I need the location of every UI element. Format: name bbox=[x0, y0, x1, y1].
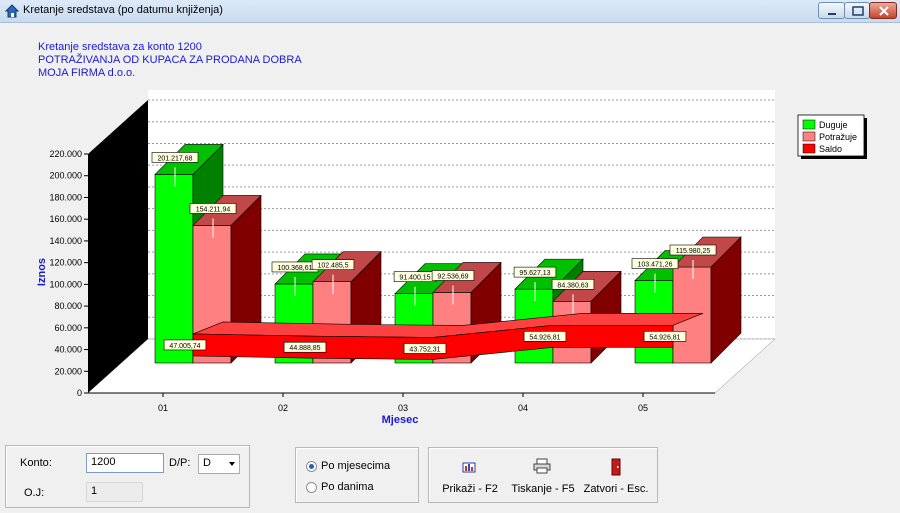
radio-po-danima-label[interactable]: Po danima bbox=[321, 481, 374, 493]
data-label-box bbox=[151, 152, 199, 163]
oj-label: O.J: bbox=[24, 487, 45, 499]
data-label: 102.485,5 bbox=[317, 263, 348, 270]
radio-po-mjesecima-label[interactable]: Po mjesecima bbox=[321, 460, 391, 472]
minimize-icon bbox=[828, 13, 836, 15]
dp-label: D/P: bbox=[169, 457, 191, 469]
data-label-box bbox=[631, 258, 679, 269]
chart-title-line2: POTRAŽIVANJA OD KUPACA ZA PRODANA DOBRA bbox=[38, 54, 302, 66]
show-button[interactable]: Prikaži - F2 bbox=[435, 450, 505, 502]
data-label: 91.400,15 bbox=[399, 275, 430, 282]
dp-select[interactable]: D bbox=[198, 454, 240, 474]
y-tick-label: 60.000 bbox=[54, 323, 82, 333]
data-label: 54.926,81 bbox=[649, 334, 680, 341]
radio-po-danima[interactable] bbox=[306, 482, 317, 493]
bar-chart: 201.217,68 154.211,94 100.368,61 102.485,5 9… bbox=[36, 90, 867, 426]
data-label-box bbox=[551, 279, 595, 290]
title-bar: Kretanje sredstava (po datumu knjiženja) bbox=[0, 0, 900, 23]
data-label-box bbox=[523, 331, 567, 342]
bar-Duguje bbox=[154, 174, 194, 364]
x-tick-label: 02 bbox=[278, 403, 288, 413]
printer-icon bbox=[533, 458, 551, 474]
close-button[interactable]: Zatvori - Esc. bbox=[581, 450, 651, 502]
data-label: 44.888,85 bbox=[289, 345, 320, 352]
data-label: 84.380,63 bbox=[557, 282, 588, 289]
x-tick-label: 05 bbox=[638, 403, 648, 413]
app-icon bbox=[5, 4, 19, 18]
legend-swatch bbox=[802, 131, 816, 142]
period-panel: Po mjesecima Po danima bbox=[295, 447, 419, 503]
data-label: 92.536,69 bbox=[437, 273, 468, 280]
print-button-label: Tiskanje - F5 bbox=[511, 483, 575, 495]
data-label: 43.752,31 bbox=[409, 346, 440, 353]
chevron-down-icon bbox=[229, 462, 235, 466]
data-label-box bbox=[311, 259, 355, 270]
y-tick-label: 120.000 bbox=[49, 258, 82, 268]
window-title: Kretanje sredstava (po datumu knjiženja) bbox=[23, 4, 223, 16]
data-label-box bbox=[669, 244, 717, 256]
show-button-label: Prikaži - F2 bbox=[442, 483, 498, 495]
toolbar-panel: Prikaži - F2 Tiskanje - F5 Zatvori - Esc… bbox=[428, 447, 658, 503]
data-label: 103.471,26 bbox=[637, 262, 672, 269]
close-window-button[interactable] bbox=[869, 2, 897, 19]
radio-po-mjesecima[interactable] bbox=[306, 461, 317, 472]
close-button-label: Zatvori - Esc. bbox=[583, 483, 649, 495]
maximize-button[interactable] bbox=[844, 2, 870, 19]
filter-panel: Konto: 1200 D/P: D O.J: 1 bbox=[5, 445, 250, 508]
data-label: 54.926,81 bbox=[529, 334, 560, 341]
y-tick-label: 140.000 bbox=[49, 236, 82, 246]
data-label-box bbox=[189, 203, 237, 214]
bottom-controls: Konto: 1200 D/P: D O.J: 1 Po mjesecima P… bbox=[0, 440, 900, 513]
y-tick-label: 100.000 bbox=[49, 279, 82, 289]
konto-input[interactable]: 1200 bbox=[86, 453, 164, 473]
chart-title-line1: Kretanje sredstava za konto 1200 bbox=[38, 41, 202, 53]
data-label-box bbox=[163, 339, 207, 351]
oj-field: 1 bbox=[86, 482, 143, 502]
chart-title-line3: MOJA FIRMA d.o.o. bbox=[38, 67, 136, 79]
konto-label: Konto: bbox=[20, 457, 52, 469]
y-tick-label: 200.000 bbox=[49, 171, 82, 181]
dp-select-value: D bbox=[203, 457, 211, 469]
chart-icon bbox=[462, 462, 476, 473]
maximize-icon bbox=[852, 6, 864, 16]
data-label-box bbox=[513, 266, 557, 278]
data-label: 201.217,68 bbox=[157, 155, 192, 162]
x-axis-title: Mjesec bbox=[382, 414, 419, 426]
y-axis-title: Iznos bbox=[36, 258, 48, 286]
x-tick-label: 04 bbox=[518, 403, 528, 413]
legend-label: Potražuje bbox=[819, 132, 857, 142]
x-tick-label: 01 bbox=[158, 403, 168, 413]
data-label: 95.627,13 bbox=[519, 270, 550, 277]
y-tick-label: 180.000 bbox=[49, 192, 82, 202]
y-tick-label: 160.000 bbox=[49, 214, 82, 224]
y-tick-label: 220.000 bbox=[49, 149, 82, 159]
y-tick-label: 40.000 bbox=[54, 345, 82, 355]
left-wall bbox=[88, 100, 148, 393]
data-label: 47.005,74 bbox=[169, 343, 200, 350]
legend-label: Duguje bbox=[819, 120, 848, 130]
y-tick-label: 80.000 bbox=[54, 301, 82, 311]
x-tick-label: 03 bbox=[398, 403, 408, 413]
legend-label: Saldo bbox=[819, 144, 842, 154]
data-label: 154.211,94 bbox=[196, 206, 231, 213]
y-tick-label: 0 bbox=[77, 388, 82, 398]
data-label-box bbox=[403, 343, 447, 354]
legend-swatch bbox=[802, 119, 816, 130]
data-label-box bbox=[643, 331, 687, 342]
data-label-box bbox=[283, 341, 327, 353]
data-label: 100.368,61 bbox=[277, 265, 312, 272]
data-label-box bbox=[431, 270, 475, 281]
y-tick-label: 20.000 bbox=[54, 366, 82, 376]
door-exit-icon bbox=[611, 458, 621, 476]
legend-swatch bbox=[802, 143, 816, 154]
close-icon bbox=[879, 6, 889, 16]
print-button[interactable]: Tiskanje - F5 bbox=[508, 450, 578, 502]
data-label: 115.980,25 bbox=[676, 248, 711, 255]
